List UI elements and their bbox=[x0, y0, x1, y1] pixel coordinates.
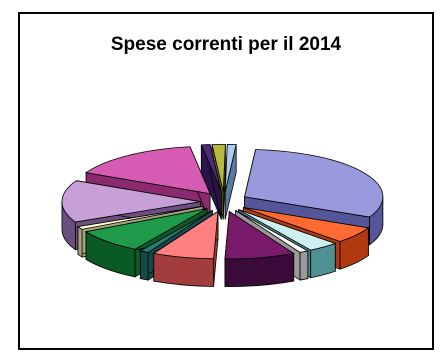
pie-slice-6 bbox=[139, 210, 213, 253]
pie-slice-6-side-0 bbox=[139, 250, 149, 281]
pie-slice-3-side-0 bbox=[299, 250, 309, 281]
pie-slice-3 bbox=[235, 210, 309, 253]
pie-chart bbox=[61, 143, 384, 287]
pie-slice-1 bbox=[243, 207, 370, 242]
pie-slice-2 bbox=[238, 209, 337, 251]
pie-slice-13 bbox=[224, 143, 237, 192]
pie-slice-7 bbox=[84, 208, 208, 250]
pie-slice-12 bbox=[211, 143, 226, 192]
pie-slice-0 bbox=[244, 149, 384, 218]
pie-slice-8-side-0 bbox=[77, 225, 83, 258]
pie-slice-4 bbox=[224, 210, 295, 260]
pie-slice-5 bbox=[152, 210, 219, 260]
chart-title: Spese correnti per il 2014 bbox=[110, 34, 342, 55]
pie-slice-10 bbox=[85, 146, 211, 195]
chart-frame: Spese correnti per il 2014 bbox=[18, 12, 434, 350]
pie-slice-9 bbox=[61, 180, 201, 223]
pie-slice-8 bbox=[76, 205, 204, 230]
pie-slice-11 bbox=[200, 144, 222, 193]
